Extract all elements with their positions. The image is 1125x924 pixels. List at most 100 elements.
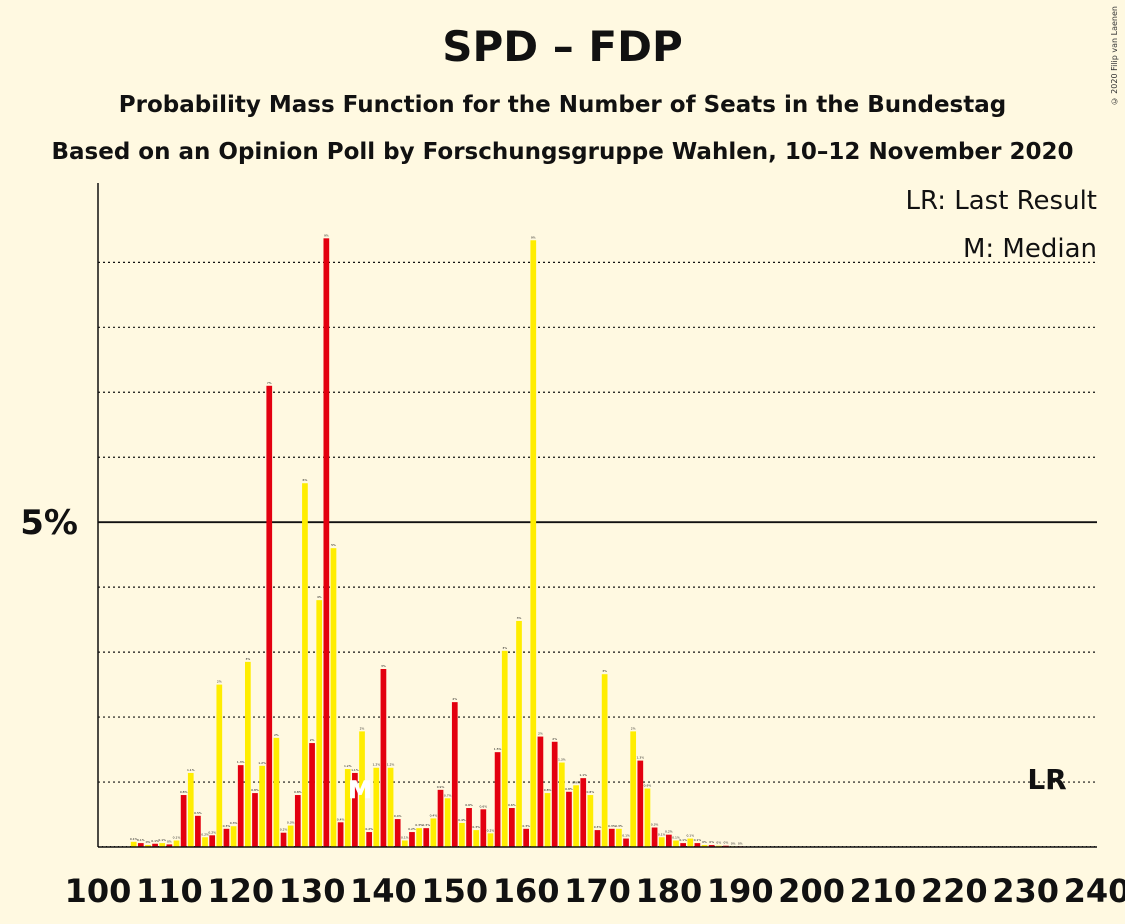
bar-seat-115 <box>202 837 208 847</box>
x-tick-label-130: 130 <box>279 872 346 910</box>
bar-seat-131 <box>316 600 323 847</box>
x-tick-label-230: 230 <box>992 872 1059 910</box>
data-label-seat-155: 0.2% <box>487 828 495 832</box>
bar-seat-153 <box>473 830 480 847</box>
bar-seat-151 <box>459 822 465 847</box>
bar-seat-139 <box>373 767 380 847</box>
bar-seat-109 <box>159 843 166 847</box>
bar-seat-132 <box>323 238 330 847</box>
bar-seat-105 <box>130 841 137 847</box>
bar-seat-146 <box>423 828 430 847</box>
data-label-seat-114: 0.5% <box>194 811 202 815</box>
bar-seat-150 <box>451 702 458 847</box>
bar-seat-108 <box>152 843 158 847</box>
bar-seat-152 <box>466 808 472 847</box>
data-label-seat-106: 0.1% <box>137 838 145 842</box>
bar-seat-144 <box>409 832 415 847</box>
bar-seat-170 <box>594 830 601 847</box>
data-label-seat-115: 0.2% <box>201 832 209 836</box>
bar-seat-178 <box>651 827 658 847</box>
data-label-seat-154: 0.6% <box>480 804 488 808</box>
data-label-seat-179: 0.1% <box>658 832 666 836</box>
bar-seat-129 <box>302 483 308 847</box>
data-label-seat-112: 0.8% <box>180 790 188 794</box>
bar-seat-110 <box>166 844 173 847</box>
x-tick-label-180: 180 <box>635 872 702 910</box>
data-label-seat-146: 0.3% <box>422 823 430 827</box>
bar-seat-134 <box>337 822 344 847</box>
data-label-seat-159: 3% <box>517 616 522 620</box>
bar-seat-125 <box>273 737 280 847</box>
data-label-seat-119: 0.3% <box>230 821 238 825</box>
bar-seat-116 <box>209 835 216 847</box>
bar-seat-167 <box>573 785 579 847</box>
data-label-seat-174: 0.1% <box>622 834 630 838</box>
data-label-seat-140: 3% <box>381 664 386 668</box>
bar-seat-168 <box>580 778 587 847</box>
legend-last-result: LR: Last Result <box>905 186 1097 216</box>
bar-seat-133 <box>330 548 337 847</box>
data-label-seat-167: 0.9% <box>572 780 580 784</box>
bar-seat-118 <box>223 828 230 847</box>
bar-seat-156 <box>494 752 501 847</box>
x-tick-label-120: 120 <box>207 872 274 910</box>
bar-seat-126 <box>280 832 287 847</box>
bar-seat-123 <box>259 765 265 847</box>
data-label-seat-109: 0.1% <box>158 838 166 842</box>
data-label-seat-110: 0% <box>167 839 172 843</box>
x-tick-label-110: 110 <box>136 872 203 910</box>
x-tick-label-220: 220 <box>921 872 988 910</box>
bar-seat-177 <box>644 788 651 847</box>
x-tick-label-170: 170 <box>564 872 631 910</box>
data-label-seat-171: 3% <box>602 669 607 673</box>
data-label-seat-123: 1.2% <box>258 761 266 765</box>
data-label-seat-187: 0% <box>716 841 721 845</box>
data-label-seat-138: 0.2% <box>365 827 373 831</box>
data-label-seat-181: 0.1% <box>672 836 680 840</box>
data-label-seat-184: 0.1% <box>694 838 702 842</box>
x-tick-labels: 100 110 120 130 140 150 160 170 180 190 200 210 220 2… <box>65 872 1125 910</box>
data-label-seat-137: 2% <box>360 726 365 730</box>
bar-seat-182 <box>680 843 686 847</box>
median-marker: M <box>348 776 372 804</box>
data-label-seat-166: 0.8% <box>565 787 573 791</box>
x-tick-label-160: 160 <box>493 872 560 910</box>
chart-subtitle-2: Based on an Opinion Poll by Forschungsgr… <box>51 139 1074 165</box>
bar-seat-171 <box>601 674 608 847</box>
bar-seat-121 <box>244 661 251 847</box>
bar-seat-120 <box>237 765 244 847</box>
data-label-seat-118: 0.3% <box>223 824 231 828</box>
bar-seat-136 <box>352 772 358 847</box>
data-label-seat-116: 0.2% <box>208 830 216 834</box>
data-label-seat-151: 0.4% <box>458 818 466 822</box>
bar-seat-180 <box>666 834 672 847</box>
data-label-seat-131: 4% <box>317 595 322 599</box>
data-label-seat-190: 0% <box>738 841 743 845</box>
bar-seat-117 <box>216 684 223 847</box>
data-label-seat-120: 1.3% <box>237 760 245 764</box>
bar-seat-127 <box>287 825 294 847</box>
bar-seat-158 <box>509 808 515 847</box>
bar-seat-179 <box>658 837 665 847</box>
bar-seat-140 <box>380 669 387 847</box>
data-label-seat-178: 0.3% <box>651 823 659 827</box>
data-label-seat-158: 0.6% <box>508 803 516 807</box>
data-label-seat-113: 1.1% <box>187 768 195 772</box>
data-label-seat-136: 1.1% <box>351 768 359 772</box>
x-tick-label-190: 190 <box>707 872 774 910</box>
data-label-seat-107: 0% <box>146 840 151 844</box>
bar-seat-122 <box>252 793 258 847</box>
legend-median: M: Median <box>963 234 1097 264</box>
data-label-seat-125: 2% <box>274 733 279 737</box>
bar-seat-176 <box>637 760 644 847</box>
bar-seat-112 <box>180 795 187 847</box>
bar-seat-157 <box>501 650 508 847</box>
bar-seat-149 <box>444 798 451 847</box>
data-label-seat-141: 1.2% <box>387 763 395 767</box>
bar-seat-128 <box>294 795 301 847</box>
data-label-seat-121: 3% <box>245 657 250 661</box>
data-label-seat-176: 1.3% <box>637 756 645 760</box>
bars <box>130 238 744 847</box>
data-label-seat-117: 2% <box>217 680 222 684</box>
data-label-seat-163: 0.8% <box>544 788 552 792</box>
